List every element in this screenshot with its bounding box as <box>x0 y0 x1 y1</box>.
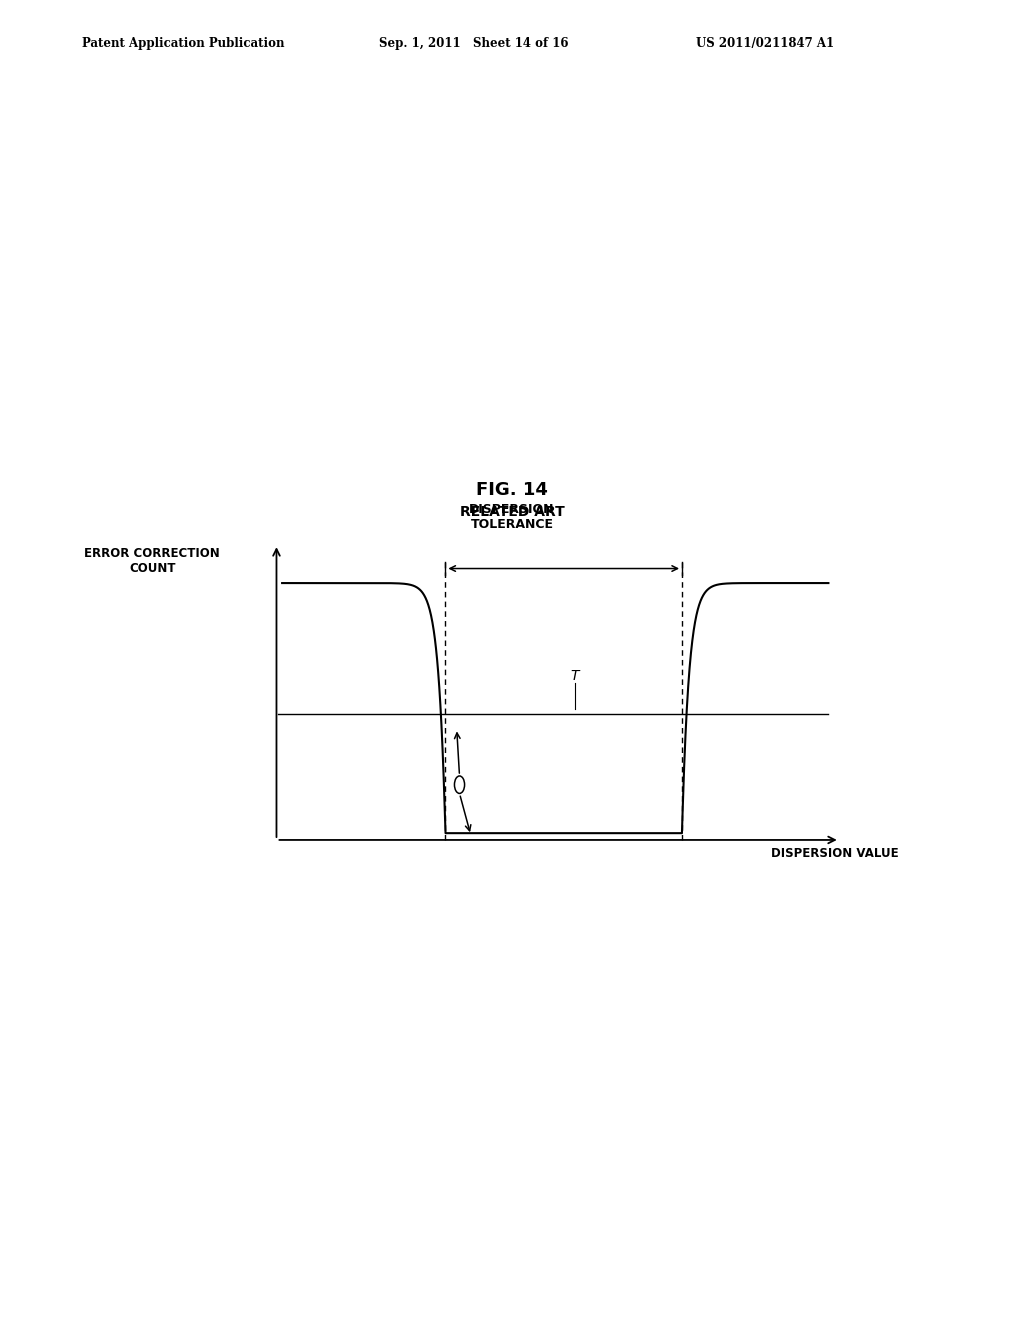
Circle shape <box>455 776 465 793</box>
Text: DISPERSION VALUE: DISPERSION VALUE <box>771 847 898 861</box>
Text: US 2011/0211847 A1: US 2011/0211847 A1 <box>696 37 835 50</box>
Text: Sep. 1, 2011   Sheet 14 of 16: Sep. 1, 2011 Sheet 14 of 16 <box>379 37 568 50</box>
Text: Patent Application Publication: Patent Application Publication <box>82 37 285 50</box>
Text: T: T <box>570 669 580 682</box>
Text: DISPERSION
TOLERANCE: DISPERSION TOLERANCE <box>469 503 555 531</box>
Text: ERROR CORRECTION
COUNT: ERROR CORRECTION COUNT <box>84 546 220 576</box>
Text: RELATED ART: RELATED ART <box>460 504 564 519</box>
Text: FIG. 14: FIG. 14 <box>476 480 548 499</box>
